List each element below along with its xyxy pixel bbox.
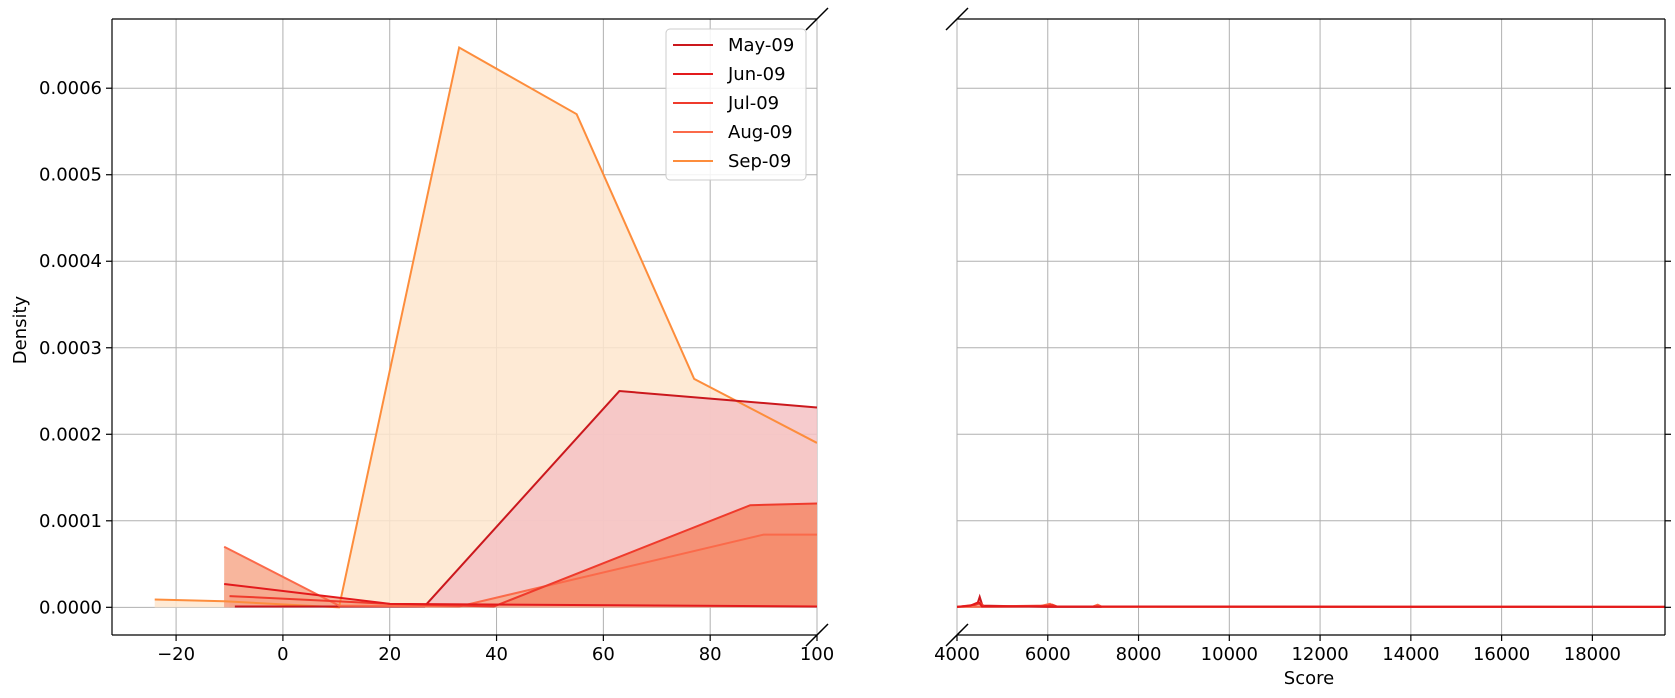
legend-label-jul-09: Jul-09 [727,93,779,114]
x-tick-label-0-6: 100 [800,644,834,665]
x-tick-label-1-5: 14000 [1382,644,1439,665]
x-tick-label-0-2: 20 [378,644,401,665]
legend-label-sep-09: Sep-09 [728,151,791,172]
grid-panel-1 [957,19,1665,635]
y-tick-label-5: 0.0005 [39,165,102,186]
legend-label-may-09: May-09 [728,35,794,56]
line-may-09-panel-1 [957,597,1665,607]
x-tick-label-1-1: 6000 [1025,644,1071,665]
y-tick-label-3: 0.0003 [39,338,102,359]
x-tick-label-0-5: 80 [699,644,722,665]
x-tick-label-0-4: 60 [592,644,615,665]
y-tick-label-2: 0.0002 [39,424,102,445]
y-axis-label: Density [10,295,31,364]
y-tick-label-6: 0.0006 [39,78,102,99]
x-tick-label-1-6: 16000 [1473,644,1530,665]
x-tick-label-0-1: 0 [277,644,288,665]
y-tick-label-4: 0.0004 [39,251,102,272]
x-tick-label-1-4: 12000 [1291,644,1348,665]
legend-label-aug-09: Aug-09 [728,122,793,143]
y-tick-label-0: 0.0000 [39,597,102,618]
legend: May-09 Jun-09 Jul-09 Aug-09 Sep-09 [666,29,806,180]
x-tick-label-1-7: 18000 [1564,644,1621,665]
series-panel-1 [957,597,1665,607]
y-tick-label-1: 0.0001 [39,511,102,532]
x-tick-label-1-0: 4000 [934,644,980,665]
line-jun-09-panel-1 [957,602,1665,607]
x-axis-label: Score [1284,668,1334,689]
x-tick-label-1-2: 8000 [1116,644,1162,665]
legend-label-jun-09: Jun-09 [727,64,786,85]
x-tick-label-1-3: 10000 [1201,644,1258,665]
x-tick-label-0-3: 40 [485,644,508,665]
x-tick-label-0-0: −20 [157,644,195,665]
